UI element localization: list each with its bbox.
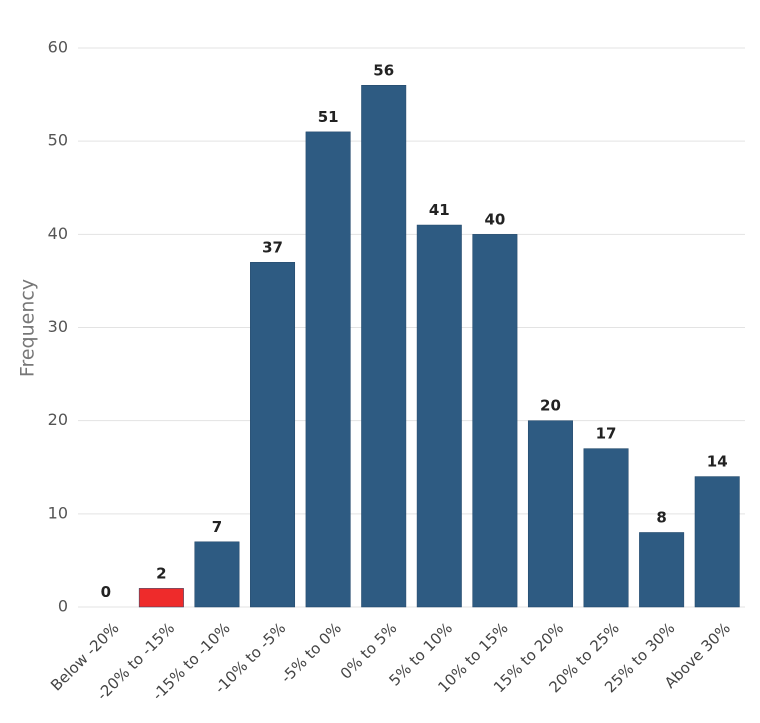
value-label: 17: [596, 425, 617, 443]
value-label: 20: [540, 397, 561, 415]
value-label: 8: [656, 508, 666, 526]
y-tick-label: 40: [48, 224, 68, 243]
value-label: 7: [212, 518, 222, 536]
bar: [361, 85, 407, 608]
bar: [250, 262, 296, 608]
bar: [527, 420, 573, 608]
bar: [194, 541, 240, 608]
y-tick-label: 50: [48, 131, 68, 150]
y-tick-label: 10: [48, 503, 68, 522]
bar: [639, 532, 685, 608]
y-tick-label: 30: [48, 317, 68, 336]
y-tick-label: 20: [48, 410, 68, 429]
value-label: 51: [318, 108, 339, 126]
value-label: 2: [156, 564, 166, 582]
value-label: 0: [101, 583, 111, 601]
bar: [583, 448, 629, 608]
bar: [305, 131, 351, 608]
y-tick-label: 60: [48, 38, 68, 57]
value-label: 56: [373, 61, 394, 79]
y-tick-label: 0: [58, 597, 68, 616]
value-label: 41: [429, 201, 450, 219]
bar: [416, 224, 462, 608]
value-label: 37: [262, 238, 283, 256]
bar: [138, 588, 184, 608]
value-label: 14: [707, 453, 728, 471]
x-tick-label: -5% to 0%: [277, 619, 345, 687]
bar: [694, 476, 740, 608]
y-axis-label: Frequency: [17, 279, 39, 377]
value-label: 40: [484, 210, 505, 228]
bar: [472, 234, 518, 608]
